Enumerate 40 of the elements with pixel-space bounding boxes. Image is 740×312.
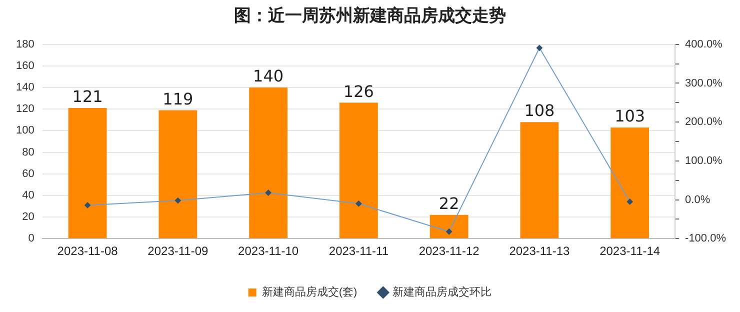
chart-title: 图：近一周苏州新建商品房成交走势: [234, 6, 506, 25]
data-label: 103: [614, 106, 646, 126]
y-tick-label: 160: [16, 60, 34, 72]
x-tick-label: 2023-11-08: [57, 244, 118, 258]
y2-tick-label: 100.0%: [685, 154, 723, 167]
y2-tick-label: 400.0%: [685, 38, 723, 50]
data-label: 108: [524, 101, 555, 120]
y2-tick-label: 200.0%: [685, 116, 723, 128]
bar: [610, 127, 650, 238]
x-tick-label: 2023-11-11: [328, 244, 389, 258]
y2-tick-label: 300.0%: [685, 77, 723, 90]
x-tick-label: 2023-11-12: [418, 244, 480, 258]
legend-label: 新建商品房成交环比: [392, 286, 492, 299]
bar: [68, 108, 107, 238]
y-tick-label: 20: [22, 211, 34, 224]
bar: [158, 110, 198, 238]
x-tick-label: 2023-11-13: [509, 244, 570, 258]
y-tick-label: 60: [22, 168, 34, 180]
y-tick-label: 0: [28, 232, 34, 245]
y-tick-label: 140: [16, 82, 34, 94]
x-tick-label: 2023-11-09: [148, 244, 208, 258]
y-tick-label: 40: [22, 189, 34, 202]
data-label: 126: [343, 82, 374, 101]
bar: [249, 88, 288, 238]
x-tick-label: 2023-11-10: [238, 244, 299, 258]
data-label: 22: [438, 194, 460, 214]
x-tick-label: 2023-11-14: [600, 244, 660, 258]
y-tick-label: 100: [16, 124, 34, 137]
data-label: 121: [72, 87, 103, 106]
bar: [520, 122, 559, 238]
y2-tick-label: -100.0%: [685, 232, 726, 245]
y-tick-label: 120: [16, 103, 34, 116]
data-label: 119: [162, 89, 194, 108]
bar: [430, 214, 468, 238]
y-tick-label: 80: [22, 146, 34, 158]
y-tick-label: 180: [16, 38, 34, 50]
bar: [339, 102, 378, 238]
data-label: 140: [253, 66, 284, 86]
y2-tick-label: 0.0%: [685, 194, 710, 206]
legend-label: 新建商品房成交(套): [262, 286, 358, 299]
